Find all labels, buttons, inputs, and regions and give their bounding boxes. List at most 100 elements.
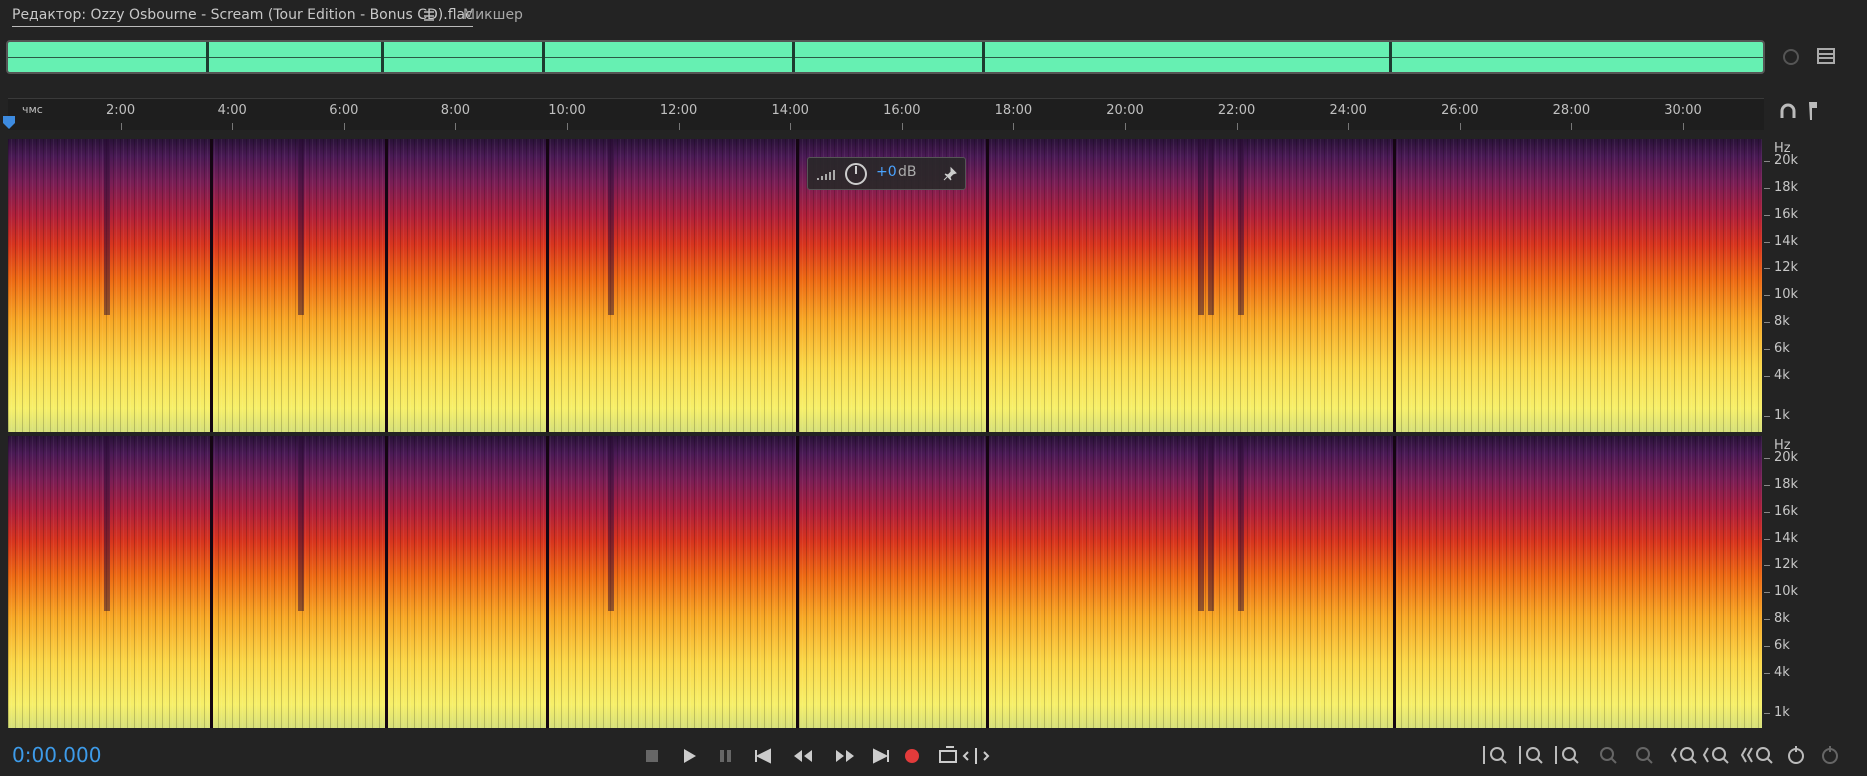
record-button[interactable] [905,749,919,763]
overview-gap [1389,42,1392,72]
freq-label: 16k [1774,207,1799,222]
play-button[interactable] [684,749,696,763]
freq-label: 8k [1774,314,1790,329]
silence-gap [986,139,989,432]
spectral-streak [608,139,614,315]
skip-button[interactable] [962,748,990,764]
spectral-streak [104,139,110,315]
marker-button[interactable] [1806,100,1820,122]
spectral-streak [1208,436,1214,612]
gain-hud[interactable]: +0 dB [807,157,966,190]
freq-label: 6k [1774,341,1790,356]
time-ruler[interactable]: чмс 2:00 4:00 6:00 8:00 10:00 12:00 14:00 16:00… [3,98,1764,130]
freq-label: 18k [1774,477,1799,492]
pause-button[interactable] [720,750,731,762]
zoom-out-amplitude[interactable] [1519,746,1543,764]
freq-label: 1k [1774,408,1790,423]
freq-tick [1764,349,1770,350]
zoom-in-point[interactable] [1670,747,1697,764]
zoom-button[interactable] [1778,44,1804,70]
waveform-line [8,57,1763,58]
ruler-tick [1459,123,1461,130]
spectral-streak [298,139,304,315]
freq-tick [1764,673,1770,674]
freq-tick [1764,242,1770,243]
time-display[interactable]: 0:00.000 [12,743,102,767]
freq-unit: Hz [1774,438,1791,453]
spectral-streak [1208,139,1214,315]
view-button[interactable] [1816,47,1838,67]
freq-tick [1764,416,1770,417]
spectrogram-right[interactable] [8,436,1762,728]
spectral-streak [1238,139,1244,315]
overview-gap [542,42,545,72]
ruler-tick-label: 2:00 [105,103,136,118]
ruler-tick [232,123,234,130]
ruler-unit: чмс [22,103,43,116]
gain-value: +0 [876,164,897,180]
freq-label: 12k [1774,260,1799,275]
zoom-in-time[interactable] [1555,746,1579,764]
zoom-settings[interactable] [1822,746,1838,764]
zoom-both[interactable] [1740,747,1773,764]
freq-tick [1764,458,1770,459]
ruler-tick [901,123,903,130]
freq-label: 20k [1774,153,1799,168]
stop-button[interactable] [646,750,658,762]
silence-gap [210,139,213,432]
spectral-streak [1198,139,1204,315]
next-button[interactable] [873,748,889,764]
freq-tick [1764,539,1770,540]
rewind-button[interactable] [794,750,812,762]
ruler-tick [1125,123,1126,130]
overview-gap [982,42,985,72]
ruler-tick [678,123,680,130]
zoom-in-amplitude[interactable] [1483,746,1507,764]
ruler-tick-label: 6:00 [329,103,359,118]
mixer-tab[interactable]: Микшер [463,7,523,23]
zoom-out-full[interactable] [1600,747,1617,764]
ruler-tick-label: 22:00 [1217,103,1256,118]
freq-label: 10k [1774,287,1799,302]
silence-gap [1393,436,1396,728]
zoom-reset[interactable] [1788,746,1804,764]
ruler-tick-label: 10:00 [548,103,586,118]
silence-gap [796,139,799,432]
editor-tab[interactable]: Редактор: Ozzy Osbourne - Scream (Tour E… [12,4,473,27]
ruler-tick [1683,123,1684,130]
pin-button[interactable] [942,166,958,182]
freq-tick [1764,295,1770,296]
freq-label: 1k [1774,705,1790,720]
ruler-tick-label: 12:00 [659,103,698,118]
loop-button[interactable] [939,746,957,763]
freq-label: 18k [1774,180,1799,195]
ruler-tick-label: 26:00 [1441,103,1479,118]
ruler-tick [1013,123,1015,130]
freq-tick [1764,565,1770,566]
spectral-streak [608,436,614,612]
zoom-selection[interactable] [1636,747,1653,764]
silence-gap [210,436,213,728]
playhead[interactable] [2,115,16,129]
freq-tick [1764,161,1770,162]
overview-gap [792,42,795,72]
ruler-tick-label: 8:00 [440,103,470,118]
freq-tick [1764,485,1770,486]
snap-button[interactable] [1778,102,1798,122]
gain-knob[interactable] [844,162,868,186]
zoom-out-point[interactable] [1702,747,1729,764]
spectral-streak [104,436,110,612]
ruler-tick [567,123,568,130]
freq-tick [1764,322,1770,323]
ruler-tick-label: 18:00 [994,103,1033,118]
silence-gap [796,436,799,728]
tab-menu[interactable] [422,9,436,23]
prev-button[interactable] [755,748,771,764]
silence-gap [1393,139,1396,432]
silence-gap [546,436,549,728]
forward-button[interactable] [836,750,854,762]
overview-waveform[interactable] [6,40,1765,74]
freq-tick [1764,215,1770,216]
ruler-tick [1571,123,1573,130]
